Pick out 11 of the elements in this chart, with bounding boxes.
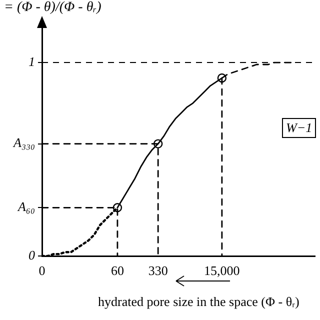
x-tick-label: 330 (148, 263, 168, 278)
y-tick-label: 0 (28, 247, 36, 262)
x-tick-label: 15,000 (204, 263, 240, 278)
x-axis-title: hydrated pore size in the space (Φ - θᵣ) (98, 294, 300, 310)
x-tick-label: 60 (110, 263, 124, 278)
y-tick-label: A₃₃₀ (12, 135, 35, 150)
y-tick-label: 1 (28, 54, 35, 69)
x-tick-label: 0 (38, 263, 46, 278)
annotation: W−1 (282, 118, 316, 138)
y-tick-label: A₆₀ (17, 199, 35, 214)
chart-title: = (Φ - θ)/(Φ - θᵣ) (4, 0, 102, 16)
